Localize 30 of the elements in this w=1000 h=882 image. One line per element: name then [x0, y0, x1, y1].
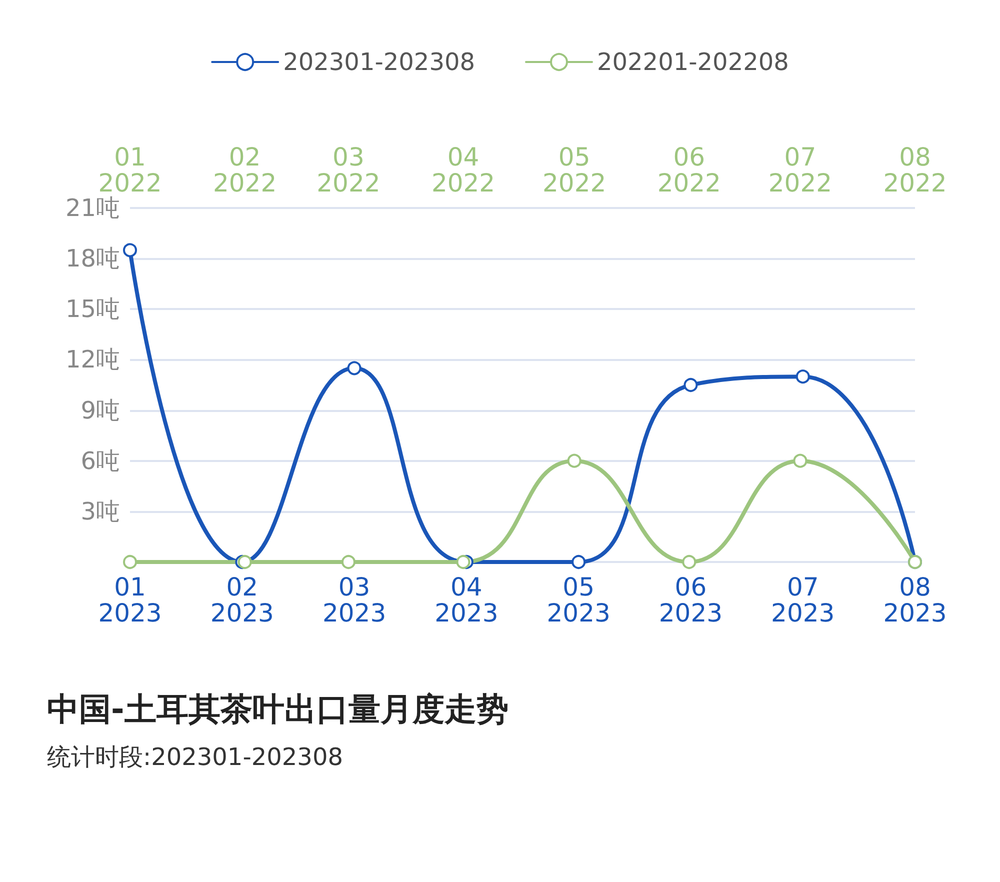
x2-tick-label: 08 2022: [883, 142, 947, 198]
y-tick-label: 6吨: [80, 446, 120, 475]
text: 中国-土耳其茶叶出口量月度走势: [47, 690, 508, 728]
x-tick-label: 07 2023: [771, 572, 835, 628]
x-tick-label: 01 2023: [98, 572, 162, 628]
x-tick-label: 08 2023: [883, 572, 947, 628]
point: [684, 378, 698, 392]
y-tick-label: 9吨: [80, 396, 120, 424]
x2-tick-label: 04 2022: [431, 142, 496, 198]
point: [347, 361, 362, 376]
x2-tick-label: 07 2022: [768, 142, 832, 198]
y-tick-label: 3吨: [80, 497, 120, 526]
x2-tick-label: 03 2022: [316, 142, 380, 198]
x-tick-label: 03 2023: [322, 572, 386, 628]
x-tick-label: 05 2023: [546, 572, 610, 628]
legend-label: 202201-202208: [597, 48, 789, 76]
x-tick-label: 06 2023: [658, 572, 723, 628]
y-tick-label: 15吨: [65, 295, 120, 324]
legend-label: 202301-202308: [283, 48, 476, 76]
point: [796, 370, 810, 384]
text: 统计时段:202301-202308: [47, 743, 343, 771]
y-tick-label: 12吨: [65, 346, 120, 374]
x2-tick-label: 05 2022: [542, 142, 606, 198]
x2-tick-label: 02 2022: [212, 142, 277, 198]
x-tick-label: 02 2023: [210, 572, 274, 628]
point: [572, 555, 586, 569]
point: [123, 243, 137, 258]
y-tick-label: 18吨: [65, 244, 120, 273]
x2-tick-label: 06 2022: [657, 142, 721, 198]
x-tick-label: 04 2023: [434, 572, 498, 628]
